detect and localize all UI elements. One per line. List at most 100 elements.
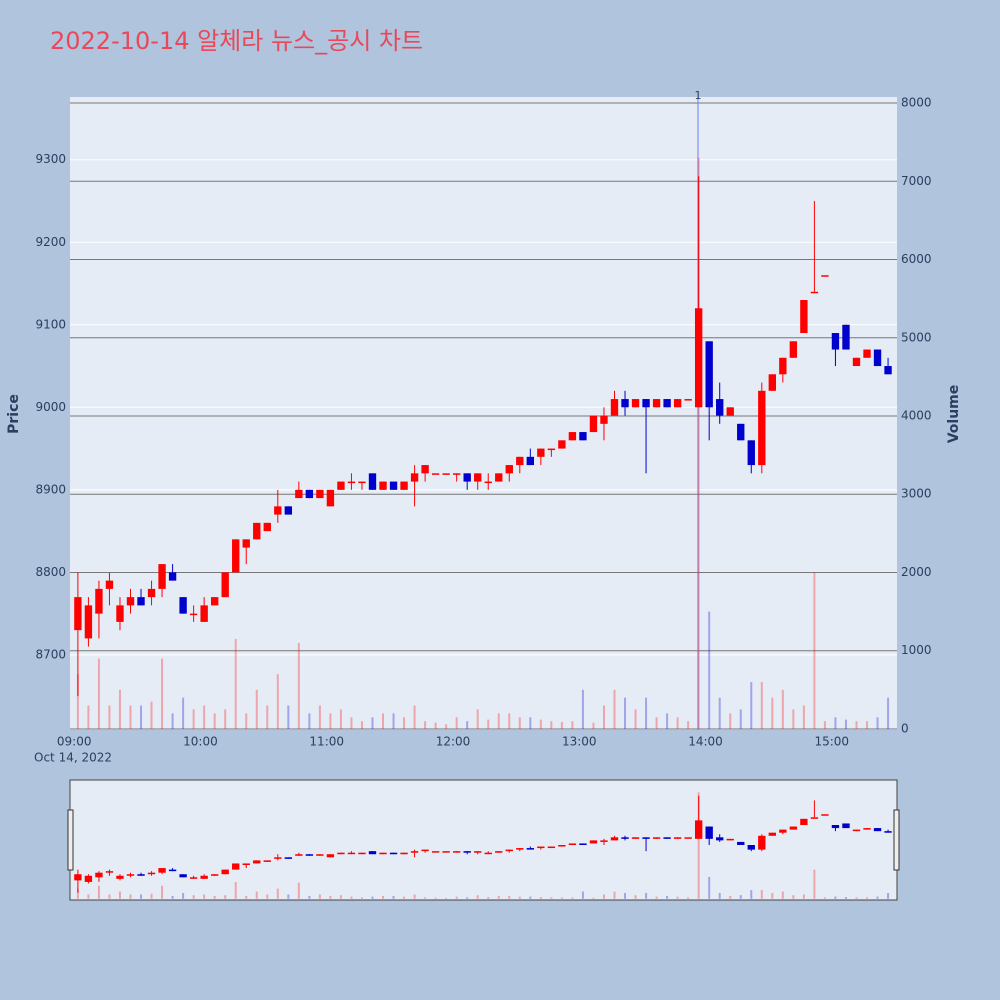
x-date-label: Oct 14, 2022 <box>34 751 112 765</box>
volume-bar <box>129 705 132 729</box>
candle-body <box>379 481 387 490</box>
volume-bar <box>687 721 690 729</box>
y-axis-title: Price <box>6 394 22 434</box>
mini-candle-body <box>621 837 629 839</box>
mini-volume-bar <box>118 891 121 899</box>
mini-candle-body <box>568 843 577 845</box>
volume-bar <box>581 689 584 729</box>
candle-body <box>589 415 598 433</box>
y-tick-label: 8700 <box>35 647 66 661</box>
x-tick-label: 15:00 <box>814 735 849 749</box>
mini-candle-body <box>158 868 166 873</box>
candle-body <box>337 481 345 490</box>
candle-body <box>474 473 482 482</box>
mini-candle-body <box>842 823 850 829</box>
volume-bar <box>245 713 248 729</box>
candle-body <box>126 597 135 606</box>
mini-candle-body <box>673 837 682 839</box>
mini-volume-bar <box>224 895 227 899</box>
mini-volume-bar <box>360 897 363 899</box>
volume-bar <box>887 697 890 729</box>
volume-bar <box>645 697 648 729</box>
candle-body <box>200 605 208 622</box>
mini-volume-bar <box>466 897 469 899</box>
mini-volume-bar <box>403 896 406 899</box>
mini-volume-bar <box>666 895 669 899</box>
volume-bar <box>382 713 385 729</box>
mini-volume-bar <box>266 894 269 899</box>
chart-title: 2022-10-14 알체라 뉴스_공시 차트 <box>50 27 423 55</box>
volume-bar <box>466 721 469 729</box>
mini-candle-body <box>495 851 503 853</box>
mini-candle-body <box>421 849 429 852</box>
volume-bar <box>518 717 521 729</box>
volume-bar <box>476 709 479 729</box>
mini-volume-bar <box>823 897 826 899</box>
mini-candle-body <box>389 852 398 855</box>
mini-candle-body <box>852 829 861 832</box>
mini-volume-bar <box>655 896 658 899</box>
candle-body <box>116 605 124 622</box>
mini-candle-body <box>810 817 819 819</box>
mini-candle-body <box>463 851 471 853</box>
mini-candle-body <box>232 863 240 870</box>
candle-body <box>694 308 703 408</box>
mini-candle-body <box>137 874 145 876</box>
mini-volume-bar <box>781 891 784 899</box>
mini-volume-bar <box>813 869 816 899</box>
mini-volume-bar <box>866 897 869 899</box>
mini-candle-body <box>800 818 808 825</box>
candle-body <box>158 564 166 589</box>
mini-candle-body <box>400 852 408 855</box>
candle-body <box>800 300 808 334</box>
volume-bar <box>823 721 826 729</box>
mini-volume-bar <box>602 894 605 899</box>
candle-body <box>547 448 556 451</box>
candle-body <box>95 588 103 614</box>
volume-bar <box>118 689 121 729</box>
mini-candle-body <box>600 840 608 842</box>
candle-body <box>105 580 114 589</box>
mini-volume-bar <box>76 888 79 899</box>
y-tick-label: 8800 <box>35 565 66 579</box>
mini-candle-body <box>747 845 755 850</box>
y2-tick-label: 2000 <box>901 565 932 579</box>
mini-volume-bar <box>729 895 732 899</box>
mini-candle-body <box>379 852 387 855</box>
candle-body <box>568 432 577 441</box>
mini-candle-body <box>105 871 114 873</box>
mini-candle-body <box>505 849 513 852</box>
candle-body <box>253 522 261 540</box>
candle-body <box>737 423 745 441</box>
mini-volume-bar <box>634 895 637 899</box>
mini-candle-body <box>737 841 745 845</box>
mini-volume-bar <box>834 896 837 899</box>
volume-bar <box>171 713 174 729</box>
mini-candle-body <box>84 875 93 882</box>
x-tick-label: 14:00 <box>688 735 723 749</box>
candle-body <box>137 597 145 606</box>
mini-candle-body <box>74 874 82 881</box>
volume-bar <box>750 682 753 729</box>
candle-body <box>221 572 229 598</box>
volume-bar <box>276 674 279 729</box>
volume-bar <box>234 639 237 729</box>
mini-candle-body <box>358 852 366 855</box>
mini-candle-body <box>589 840 598 844</box>
candle-body <box>621 399 629 408</box>
y2-tick-label: 8000 <box>901 96 932 110</box>
candle-body <box>610 399 619 416</box>
mini-volume-bar <box>739 895 742 899</box>
mini-volume-bar <box>718 892 721 899</box>
mini-volume-bar <box>171 895 174 899</box>
y-tick-label: 9000 <box>35 400 66 414</box>
volume-bar <box>108 705 111 729</box>
volume-bar <box>455 717 458 729</box>
mini-volume-bar <box>529 896 532 899</box>
range-slider[interactable] <box>69 779 898 901</box>
mini-volume-bar <box>571 897 574 899</box>
range-handle[interactable] <box>67 809 74 871</box>
range-handle[interactable] <box>893 809 900 871</box>
volume-bar <box>434 722 437 729</box>
